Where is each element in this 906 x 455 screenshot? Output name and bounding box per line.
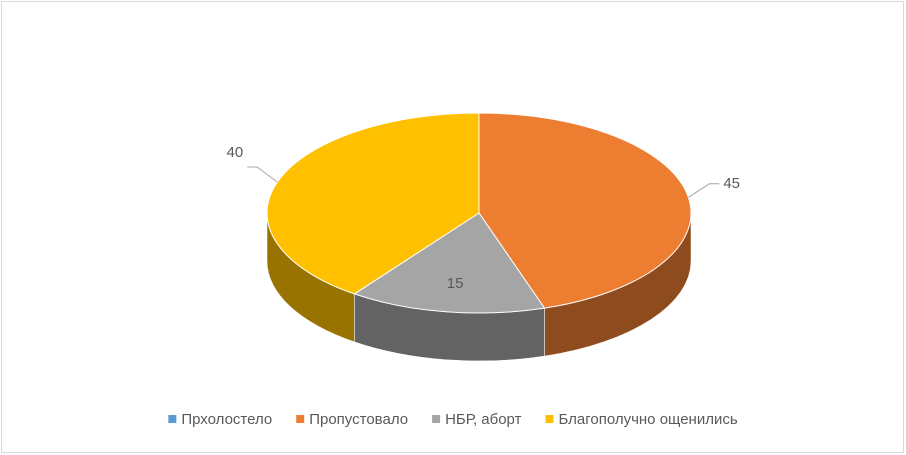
legend-swatch — [168, 415, 177, 423]
legend: Прхолостело Пропустовало НБР, аборт Благопо… — [168, 411, 738, 428]
data-label: 40 — [227, 144, 244, 161]
leader-line — [688, 183, 720, 198]
legend-label: Благополучно ощенились — [558, 411, 737, 428]
data-label: 45 — [723, 175, 740, 192]
leader-line — [247, 166, 278, 183]
legend-label: Прхолостело — [181, 411, 272, 428]
legend-swatch — [296, 415, 305, 423]
legend-label: НБР, аборт — [445, 411, 521, 428]
legend-swatch — [432, 415, 441, 423]
legend-swatch — [545, 415, 554, 423]
pie-slice — [353, 212, 546, 314]
legend-label: Пропустовало — [309, 411, 408, 428]
data-label: 15 — [447, 275, 464, 292]
